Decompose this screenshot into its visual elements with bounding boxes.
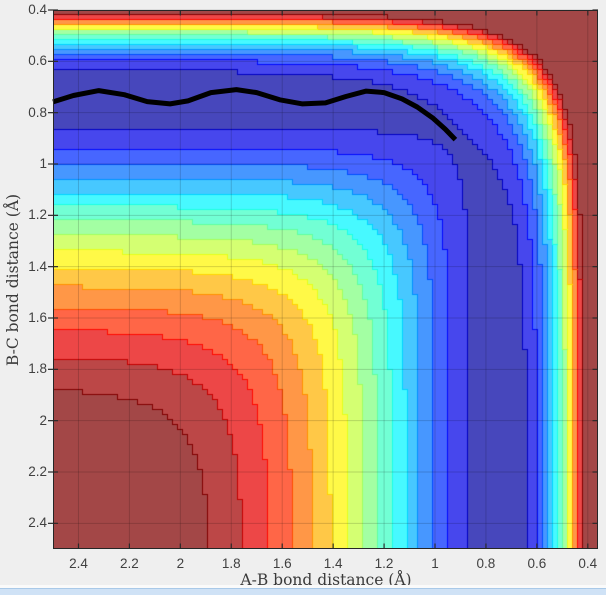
x-tick-label: 1.2 <box>374 556 394 571</box>
x-tick-label: 2.4 <box>69 556 88 571</box>
y-tick-label: 1.8 <box>28 361 47 377</box>
y-tick-label: 1.2 <box>28 207 47 223</box>
y-tick-label: 1.6 <box>28 310 47 325</box>
x-tick-label: 1.6 <box>272 556 292 571</box>
plot-overlay <box>48 9 598 549</box>
x-tick-label: 1 <box>431 556 439 571</box>
x-tick-label: 2 <box>176 556 185 571</box>
y-tick-label: 0.4 <box>28 2 47 17</box>
x-tick-label: 0.8 <box>476 556 496 571</box>
reaction-trajectory-line <box>52 87 458 142</box>
y-tick-label: 2.4 <box>28 515 47 531</box>
x-tick-label: 0.6 <box>527 556 547 571</box>
y-tick-label: 2 <box>39 412 47 428</box>
y-tick-label: 2.2 <box>28 464 47 479</box>
window-edge-strip <box>0 588 606 595</box>
contour-plot <box>48 9 598 549</box>
x-tick-label: 1.4 <box>323 556 343 571</box>
x-tick-label: 1.8 <box>221 556 241 571</box>
x-tick-label: 2.2 <box>120 556 139 571</box>
y-tick-label: 1 <box>39 156 47 171</box>
plot-border <box>53 10 598 549</box>
x-axis-label: A-B bond distance (Å) <box>240 571 412 589</box>
y-tick-label: 0.8 <box>28 104 47 120</box>
x-tick-label: 0.4 <box>578 556 598 571</box>
y-tick-label: 1.4 <box>28 258 47 274</box>
y-tick-label: 0.6 <box>28 53 47 69</box>
